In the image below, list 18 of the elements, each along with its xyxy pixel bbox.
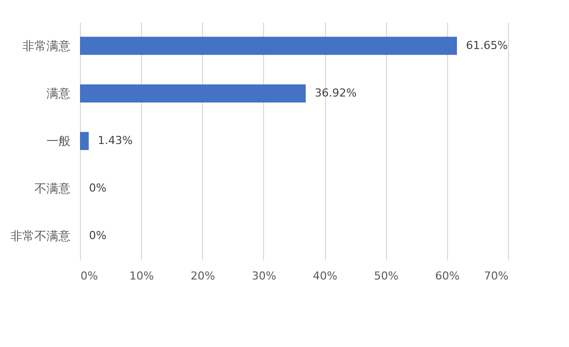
x-tick-label: 0% xyxy=(80,270,98,282)
x-tick-label: 10% xyxy=(129,270,154,282)
data-label: 0% xyxy=(89,229,106,242)
y-tick-label: 满意 xyxy=(46,86,70,100)
y-tick-label: 非常满意 xyxy=(22,38,70,53)
x-tick-label: 40% xyxy=(312,270,338,282)
x-tick-label: 70% xyxy=(484,270,508,282)
y-tick-label: 不满意 xyxy=(34,182,70,196)
data-label: 1.43% xyxy=(98,134,133,147)
x-tick-label: 20% xyxy=(190,270,216,282)
data-label: 36.92% xyxy=(314,86,357,100)
x-tick-label: 30% xyxy=(252,270,276,282)
data-label: 0% xyxy=(89,182,106,195)
y-tick-label: 一般 xyxy=(46,134,70,148)
data-label: 61.65% xyxy=(466,38,508,52)
y-tick-label: 非常不满意 xyxy=(10,229,70,244)
x-tick-label: 60% xyxy=(435,270,460,282)
x-tick-label: 50% xyxy=(374,270,398,282)
